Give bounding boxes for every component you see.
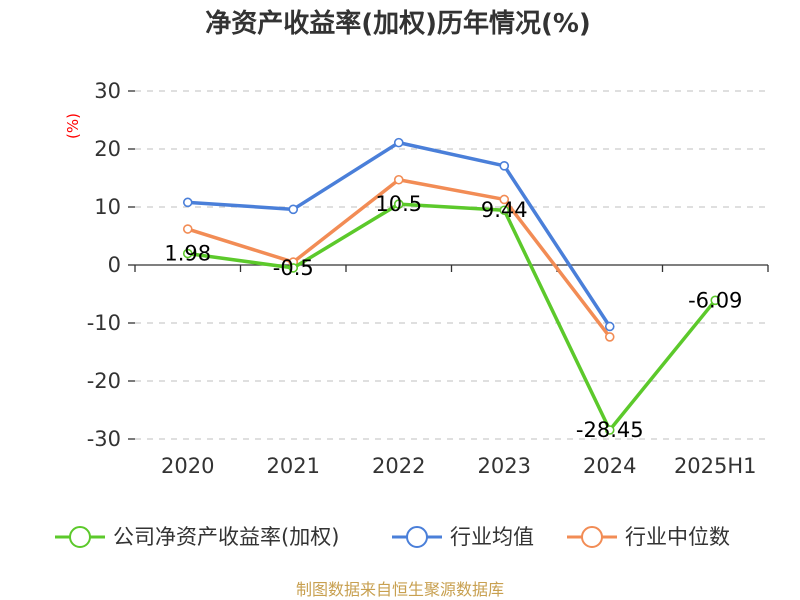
series-line [187,202,717,432]
data-label: 9.44 [481,198,528,222]
x-axis-ticks: 2020 2021 2022 2023 2024 2025H1 [161,454,757,478]
x-tick-label: 2023 [478,454,531,478]
legend-marker [69,526,91,548]
data-point [499,161,510,171]
x-tick-label: 2025H1 [674,454,757,478]
data-label: -28.45 [576,418,644,442]
y-tick-label: 0 [108,253,121,277]
chart-title: 净资产收益率(加权)历年情况(%) [205,8,591,39]
data-point [182,197,193,208]
data-point [499,205,510,216]
data-point [182,248,193,259]
data-label: 1.98 [164,242,211,266]
data-point [710,295,721,306]
y-axis-ticks: -30 -20 -10 0 10 20 30 [87,79,135,451]
y-tick-label: 10 [94,195,121,219]
y-tick-label: -20 [87,369,121,393]
legend-item[interactable]: 行业均值 [392,525,534,549]
data-point [499,194,510,205]
data-point [604,321,615,332]
y-tick-label: 30 [94,79,121,103]
data-point [393,137,404,148]
source-note: 制图数据来自恒生聚源数据库 [296,580,504,599]
legend-marker [406,526,428,548]
data-label: 10.5 [375,192,422,216]
y-tick-label: 20 [94,137,121,161]
x-axis [134,264,769,272]
x-tick-label: 2022 [372,454,425,478]
legend-marker [581,526,603,548]
series-lines [182,137,721,435]
data-label: -6.09 [688,288,742,312]
legend-item[interactable]: 公司净资产收益率(加权) [55,525,339,549]
y-axis-label: (%) [64,113,82,139]
legend-label: 行业均值 [450,525,534,549]
legend-label: 行业中位数 [625,525,730,549]
data-point [393,174,404,185]
data-point [604,332,615,342]
data-point [393,199,404,209]
data-labels: 1.98 -0.5 10.5 9.44 -28.45 -6.09 [164,192,742,442]
legend[interactable]: 公司净资产收益率(加权) 行业均值 行业中位数 [55,525,730,549]
x-tick-label: 2020 [161,454,214,478]
data-label: -0.5 [273,256,314,280]
y-tick-label: -10 [87,311,121,335]
y-tick-label: -30 [87,427,121,451]
data-point [288,204,299,215]
legend-item[interactable]: 行业中位数 [567,525,730,549]
data-point [182,224,193,234]
x-tick-label: 2024 [583,454,636,478]
x-tick-label: 2021 [267,454,320,478]
data-point [604,425,615,435]
data-point [288,263,299,273]
legend-label: 公司净资产收益率(加权) [113,525,339,549]
